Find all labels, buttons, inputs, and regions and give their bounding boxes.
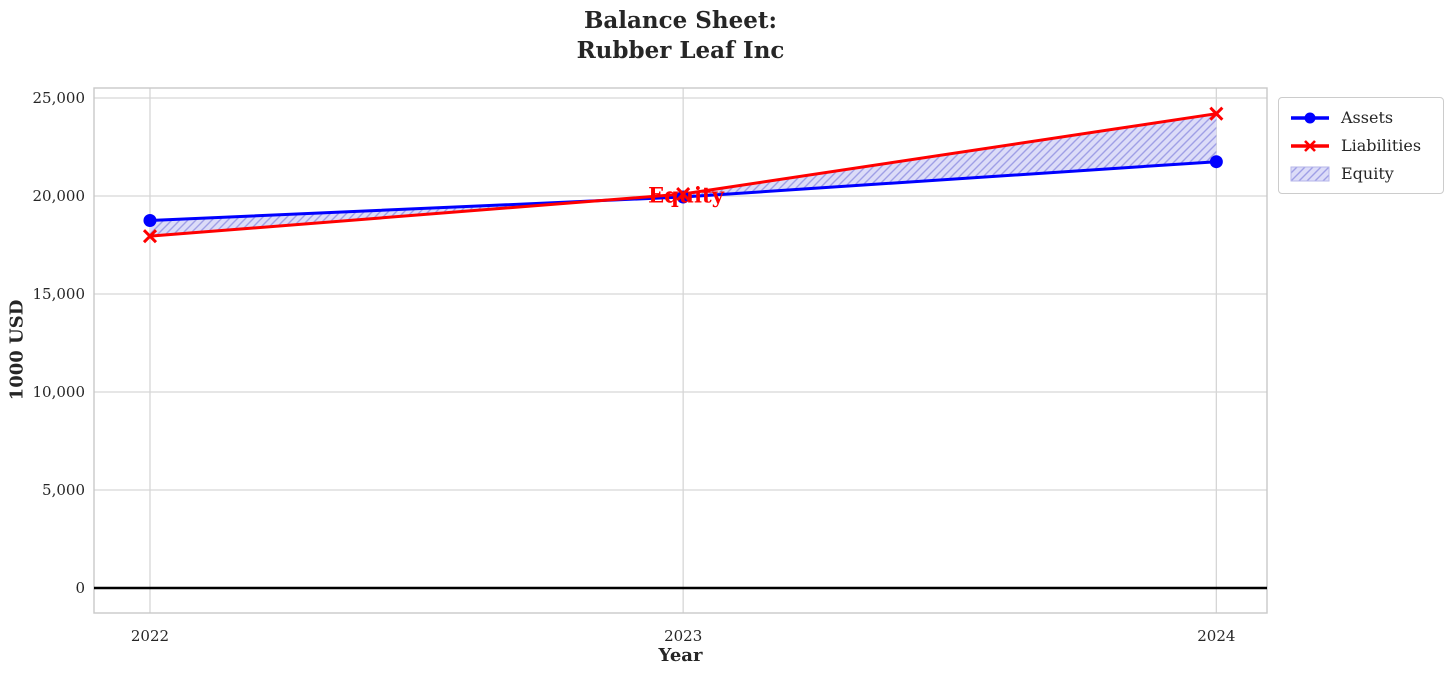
- assets-line-swatch-icon: [1291, 112, 1329, 123]
- legend-item-equity: Equity: [1290, 163, 1432, 184]
- legend-label-equity: Equity: [1341, 164, 1394, 183]
- legend-item-liabilities: Liabilities: [1290, 135, 1432, 156]
- liabilities-point-marker: [1209, 106, 1224, 121]
- assets-point-marker: [676, 190, 690, 204]
- plot-border: [93, 87, 1268, 614]
- liabilities-point-marker: [676, 186, 691, 202]
- equity-hatch-swatch-icon: [1290, 166, 1330, 181]
- y-axis-label: 1000 USD: [6, 299, 28, 401]
- x-tick-label: 2024: [1197, 627, 1235, 645]
- y-tick-label: 5,000: [42, 481, 85, 499]
- y-tick-label: 10,000: [33, 383, 86, 401]
- chart-title: Balance Sheet: Rubber Leaf Inc: [94, 6, 1267, 66]
- liabilities-line-swatch-icon: [1291, 139, 1329, 152]
- chart-title-line2: Rubber Leaf Inc: [576, 37, 785, 64]
- y-tick-label: 0: [75, 579, 85, 597]
- x-axis-label: Year: [658, 645, 703, 666]
- x-tick-label: 2022: [131, 627, 169, 645]
- assets-point-marker: [1209, 155, 1223, 169]
- y-tick-label: 15,000: [33, 285, 86, 303]
- assets-point-marker: [143, 213, 157, 227]
- legend-label-liabilities: Liabilities: [1341, 136, 1422, 155]
- liabilities-point-marker: [142, 229, 158, 244]
- chart-title-line1: Balance Sheet:: [583, 7, 778, 34]
- legend-item-assets: Assets: [1290, 107, 1432, 128]
- equity-annotation: Equity: [648, 182, 724, 208]
- legend: Assets Liabilities Equity: [1278, 97, 1444, 194]
- y-tick-label: 20,000: [33, 187, 86, 205]
- legend-label-assets: Assets: [1341, 108, 1394, 127]
- y-tick-label: 25,000: [33, 89, 86, 107]
- x-tick-label: 2023: [664, 627, 702, 645]
